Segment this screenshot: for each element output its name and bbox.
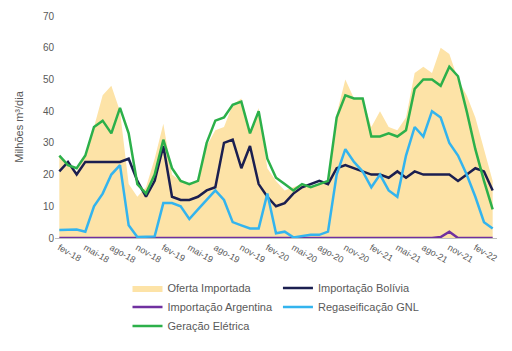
- svg-text:20: 20: [43, 169, 55, 180]
- svg-text:ago-21: ago-21: [420, 242, 449, 265]
- svg-text:10: 10: [43, 201, 55, 212]
- svg-text:nov-21: nov-21: [446, 242, 475, 264]
- svg-text:Importação Bolívia: Importação Bolívia: [318, 282, 410, 294]
- svg-text:40: 40: [43, 106, 55, 117]
- svg-text:mai-21: mai-21: [394, 242, 423, 264]
- svg-text:mai-19: mai-19: [186, 242, 215, 264]
- svg-text:0: 0: [48, 233, 54, 244]
- svg-text:ago-18: ago-18: [108, 242, 137, 265]
- svg-text:50: 50: [43, 74, 55, 85]
- svg-text:ago-20: ago-20: [316, 242, 345, 265]
- svg-text:Oferta Importada: Oferta Importada: [168, 282, 252, 294]
- svg-text:Geração Elétrica: Geração Elétrica: [168, 320, 251, 332]
- svg-text:Regaseificação GNL: Regaseificação GNL: [318, 301, 419, 313]
- svg-text:Importação Argentina: Importação Argentina: [168, 301, 273, 313]
- svg-text:fev-18: fev-18: [56, 242, 83, 263]
- svg-text:mai-18: mai-18: [82, 242, 111, 264]
- svg-text:mai-20: mai-20: [290, 242, 319, 264]
- svg-text:fev-19: fev-19: [160, 242, 187, 263]
- svg-text:fev-21: fev-21: [368, 242, 395, 263]
- svg-text:Milhões m³/dia: Milhões m³/dia: [13, 90, 25, 162]
- svg-text:70: 70: [43, 11, 55, 22]
- svg-text:30: 30: [43, 137, 55, 148]
- svg-text:nov-20: nov-20: [342, 242, 371, 264]
- svg-text:fev-20: fev-20: [264, 242, 291, 263]
- svg-text:nov-19: nov-19: [238, 242, 267, 264]
- svg-text:ago-19: ago-19: [212, 242, 241, 265]
- svg-text:nov-18: nov-18: [134, 242, 163, 264]
- svg-text:60: 60: [43, 42, 55, 53]
- svg-text:fev-22: fev-22: [472, 242, 499, 263]
